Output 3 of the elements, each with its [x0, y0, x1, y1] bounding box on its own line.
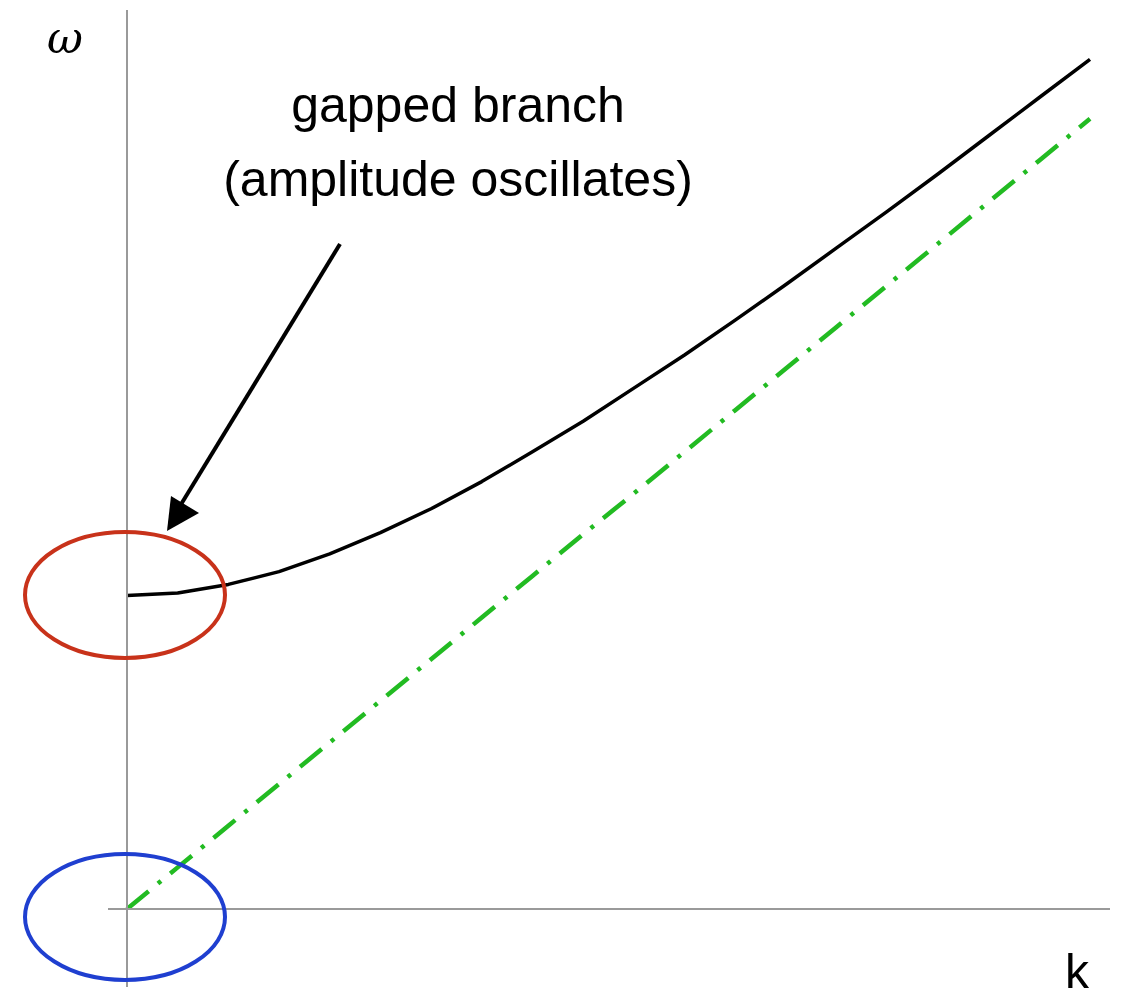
- annotation: gapped branch (amplitude oscillates): [223, 77, 693, 208]
- y-axis-title: ω: [47, 12, 83, 64]
- x-axis-title: k: [1065, 945, 1090, 999]
